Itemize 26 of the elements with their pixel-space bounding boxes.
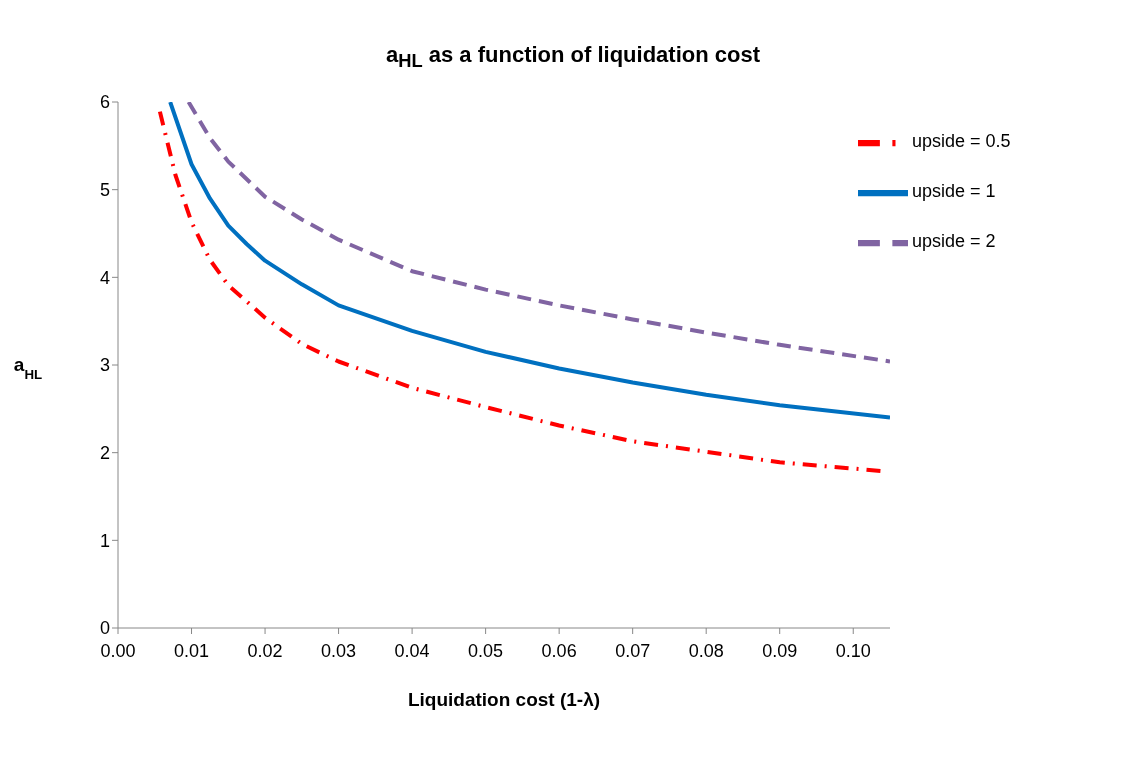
x-tick-label: 0.10 xyxy=(835,640,871,661)
line-series xyxy=(186,102,890,364)
x-tick-label: 0.03 xyxy=(321,640,357,661)
y-tick-label: 5 xyxy=(99,180,110,201)
chart-title: a$_{HL}$ as a function of liquidation cost xyxy=(385,42,761,73)
x-tick-label: 0.09 xyxy=(762,640,798,661)
legend-label: upside = 0.5 xyxy=(912,131,1011,152)
y-tick-label: 0 xyxy=(99,618,110,639)
y-tick-label: 6 xyxy=(99,92,110,113)
y-tick-label: 3 xyxy=(99,355,110,376)
y-tick-label: 1 xyxy=(99,530,110,551)
x-tick-label: 0.04 xyxy=(394,640,430,661)
legend-label: upside = 2 xyxy=(912,231,996,252)
x-tick-label: 0.05 xyxy=(468,640,504,661)
x-tick-label: 0.00 xyxy=(100,640,136,661)
x-tick-label: 0.08 xyxy=(688,640,724,661)
y-tick-label: 4 xyxy=(99,267,110,288)
y-tick-label: 2 xyxy=(99,443,110,464)
x-axis-title: Liquidation cost (1-λ) xyxy=(407,689,601,710)
x-tick-label: 0.06 xyxy=(541,640,577,661)
x-tick-label: 0.01 xyxy=(174,640,210,661)
x-tick-label: 0.07 xyxy=(615,640,651,661)
legend-label: upside = 1 xyxy=(912,181,996,202)
x-tick-label: 0.02 xyxy=(247,640,283,661)
line-series xyxy=(168,102,890,420)
y-axis-title: a$_{HL}$ xyxy=(13,354,43,382)
